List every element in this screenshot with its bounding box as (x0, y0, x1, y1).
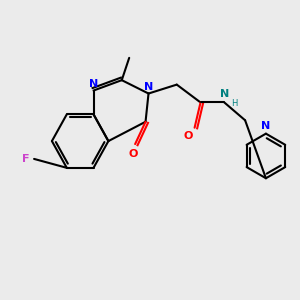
Text: H: H (231, 99, 237, 108)
Text: N: N (261, 121, 271, 131)
Text: O: O (184, 131, 193, 141)
Text: N: N (220, 89, 229, 99)
Text: N: N (89, 79, 98, 89)
Text: F: F (22, 154, 30, 164)
Text: O: O (129, 148, 138, 158)
Text: N: N (144, 82, 153, 92)
